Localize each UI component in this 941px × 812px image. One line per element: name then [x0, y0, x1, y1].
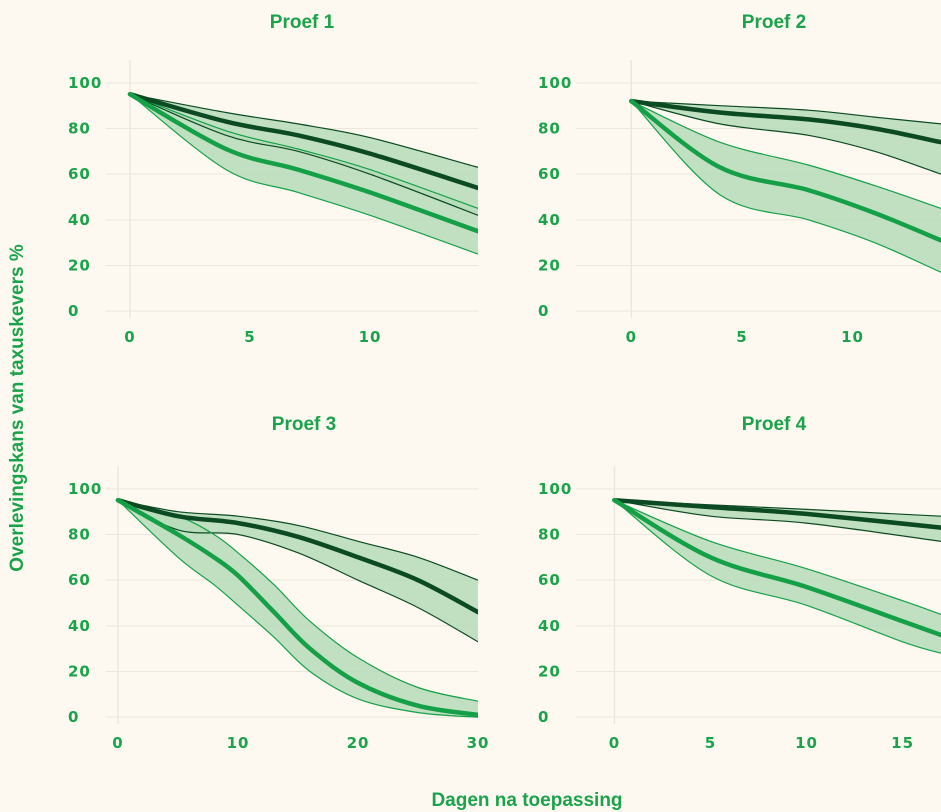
plot-area-3 — [115, 497, 478, 718]
y-tick-label: 20 — [538, 662, 561, 680]
x-tick-label: 5 — [705, 734, 716, 752]
x-tick-label: 0 — [112, 734, 123, 752]
series-line-1 — [629, 98, 941, 145]
y-tick-label: 80 — [68, 525, 91, 543]
confidence-band-series-1 — [614, 500, 941, 542]
x-tick-label: 5 — [736, 328, 747, 346]
band-upper-edge-series-2 — [631, 100, 941, 209]
confidence-band-series-2 — [130, 94, 478, 255]
y-tick-label: 100 — [68, 480, 102, 498]
series-line-2 — [612, 497, 941, 638]
series-line-2 — [127, 91, 478, 234]
series-line-1 — [127, 91, 478, 191]
panel-proef-3: Proef 3 0 20 40 60 80 100 0 10 20 30 — [68, 414, 490, 752]
band-upper-edge-series-1 — [117, 499, 478, 581]
y-tick-label: 20 — [68, 256, 91, 274]
panel-proef-1: Proef 1 0 20 40 60 80 100 0 5 10 — [68, 12, 478, 346]
x-axis-title: Dagen na toepassing — [431, 790, 622, 811]
x-tick-label: 10 — [841, 328, 864, 346]
band-upper-edge-series-1 — [631, 100, 941, 125]
confidence-band-series-1 — [130, 94, 478, 216]
x-tick-label: 10 — [227, 734, 250, 752]
y-tick-label: 60 — [538, 571, 561, 589]
y-tick-label: 20 — [538, 256, 561, 274]
band-lower-edge-series-2 — [630, 100, 941, 273]
x-tick-label: 10 — [359, 328, 382, 346]
x-tick-label: 10 — [795, 734, 818, 752]
plot-area-2 — [629, 98, 941, 273]
y-tick-label: 0 — [538, 708, 549, 726]
x-tick-label: 15 — [891, 734, 914, 752]
x-tick-label: 0 — [609, 734, 620, 752]
y-tick-label: 60 — [68, 165, 91, 183]
y-tick-label: 40 — [68, 617, 91, 635]
x-tick-label: 30 — [467, 734, 490, 752]
x-tick-label: 5 — [244, 328, 255, 346]
panel-title-3: Proef 3 — [272, 414, 336, 435]
band-lower-edge-series-1 — [631, 100, 941, 175]
panel-proef-4: Proef 4 0 20 40 60 80 100 0 5 10 15 — [538, 414, 941, 752]
y-tick-label: 40 — [538, 211, 561, 229]
panel-proef-2: Proef 2 0 20 40 60 80 100 0 5 10 — [538, 12, 941, 346]
series-line-2 — [115, 497, 478, 718]
y-tick-label: 80 — [68, 119, 91, 137]
y-tick-label: 60 — [538, 165, 561, 183]
band-upper-edge-series-1 — [129, 93, 478, 168]
band-lower-edge-series-1 — [614, 499, 941, 542]
band-lower-edge-series-1 — [129, 93, 478, 216]
x-tick-label: 20 — [347, 734, 370, 752]
band-lower-edge-series-2 — [614, 499, 941, 654]
y-tick-label: 20 — [68, 662, 91, 680]
y-axis-title: Overlevingskans van taxuskevers % — [7, 244, 28, 572]
series-line-1 — [115, 497, 478, 615]
y-tick-label: 40 — [68, 211, 91, 229]
x-tick-label: 0 — [626, 328, 637, 346]
band-lower-edge-series-2 — [117, 499, 478, 718]
series-line-1 — [612, 497, 941, 530]
y-tick-label: 0 — [68, 708, 79, 726]
confidence-band-series-1 — [631, 101, 941, 175]
y-tick-label: 40 — [538, 617, 561, 635]
plot-area-1 — [127, 91, 478, 255]
panel-title-4: Proef 4 — [742, 414, 807, 435]
band-lower-edge-series-1 — [117, 499, 478, 643]
y-tick-label: 100 — [68, 74, 102, 92]
x-tick-label: 0 — [124, 328, 135, 346]
y-tick-label: 80 — [538, 119, 561, 137]
y-tick-label: 80 — [538, 525, 561, 543]
y-tick-label: 100 — [538, 74, 572, 92]
band-upper-edge-series-2 — [614, 499, 941, 615]
y-tick-label: 100 — [538, 480, 572, 498]
band-upper-edge-series-2 — [129, 93, 478, 209]
y-tick-label: 60 — [68, 571, 91, 589]
band-lower-edge-series-2 — [129, 93, 478, 255]
band-upper-edge-series-2 — [117, 499, 478, 702]
y-tick-label: 0 — [538, 302, 549, 320]
y-tick-label: 0 — [68, 302, 79, 320]
panel-title-2: Proef 2 — [742, 12, 806, 33]
series-line-2 — [629, 98, 941, 243]
panel-title-1: Proef 1 — [270, 12, 335, 33]
plot-area-4 — [612, 497, 941, 654]
